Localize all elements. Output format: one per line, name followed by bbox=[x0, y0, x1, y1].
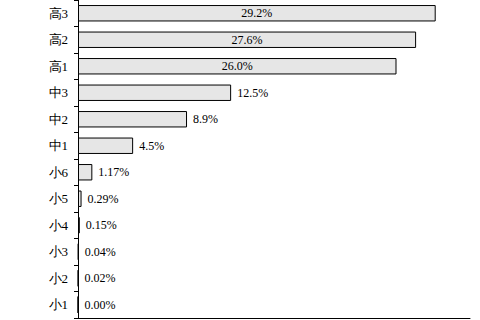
svg-text:高3: 高3 bbox=[49, 6, 69, 21]
svg-text:0.15%: 0.15% bbox=[86, 218, 117, 232]
svg-text:中2: 中2 bbox=[49, 112, 69, 127]
svg-text:0.02%: 0.02% bbox=[85, 271, 116, 285]
svg-text:12.5%: 12.5% bbox=[237, 86, 268, 100]
svg-text:中1: 中1 bbox=[49, 138, 69, 153]
svg-text:29.2%: 29.2% bbox=[241, 6, 272, 20]
svg-text:0.00%: 0.00% bbox=[85, 298, 116, 312]
svg-text:中3: 中3 bbox=[49, 85, 69, 100]
svg-text:8.9%: 8.9% bbox=[193, 112, 218, 126]
svg-text:1.17%: 1.17% bbox=[98, 165, 129, 179]
svg-text:小4: 小4 bbox=[49, 218, 69, 233]
svg-text:小5: 小5 bbox=[49, 191, 69, 206]
svg-text:27.6%: 27.6% bbox=[232, 33, 263, 47]
svg-text:4.5%: 4.5% bbox=[139, 139, 164, 153]
svg-text:小6: 小6 bbox=[49, 165, 69, 180]
svg-text:高2: 高2 bbox=[49, 32, 69, 47]
svg-text:小2: 小2 bbox=[49, 271, 69, 286]
svg-text:小1: 小1 bbox=[49, 297, 69, 312]
svg-text:小3: 小3 bbox=[49, 244, 69, 259]
svg-text:0.29%: 0.29% bbox=[88, 192, 119, 206]
svg-text:26.0%: 26.0% bbox=[222, 59, 253, 73]
svg-text:0.04%: 0.04% bbox=[85, 245, 116, 259]
svg-text:高1: 高1 bbox=[49, 59, 69, 74]
